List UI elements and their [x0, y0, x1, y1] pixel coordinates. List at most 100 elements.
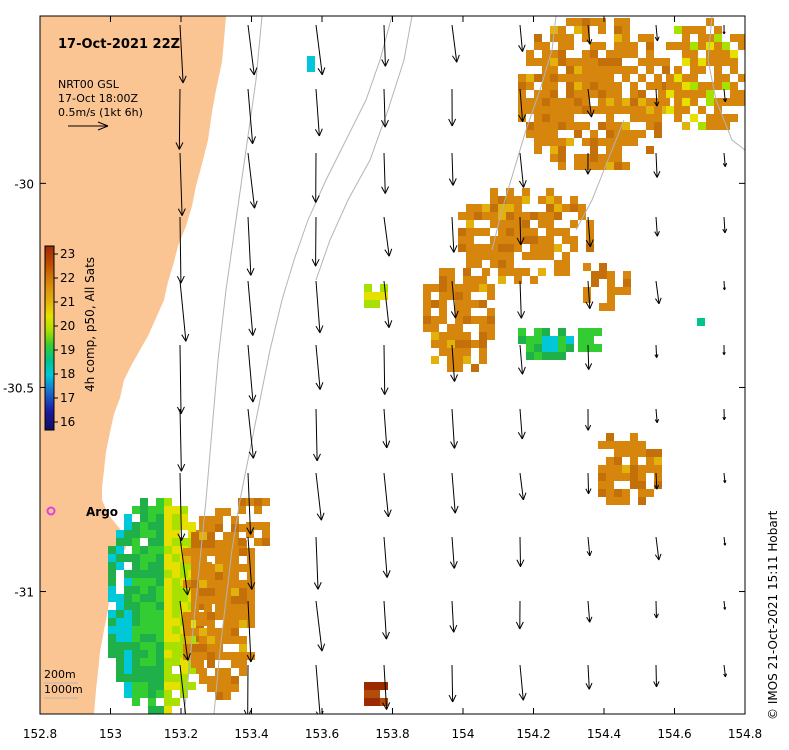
sst-pixel	[172, 698, 180, 706]
sst-pixel	[307, 56, 315, 64]
sst-pixel	[108, 618, 116, 626]
sst-pixel	[231, 652, 239, 660]
sst-pixel	[526, 122, 534, 130]
sst-pixel	[638, 441, 646, 449]
sst-pixel	[164, 554, 172, 562]
sst-pixel	[574, 18, 582, 26]
sst-pixel	[630, 106, 638, 114]
sst-pixel	[498, 276, 506, 284]
sst-pixel	[466, 220, 474, 228]
sst-pixel	[606, 481, 614, 489]
current-vector	[654, 536, 662, 561]
sst-pixel	[606, 465, 614, 473]
sst-pixel	[654, 473, 662, 481]
sst-pixel	[207, 652, 215, 660]
sst-pixel	[463, 340, 471, 348]
sst-pixel	[558, 106, 566, 114]
sst-pixel	[466, 236, 474, 244]
sst-pixel	[458, 228, 466, 236]
current-vector	[179, 664, 187, 714]
sst-pixel	[606, 82, 614, 90]
sst-pixel	[254, 498, 262, 506]
current-vector	[382, 664, 391, 710]
sst-pixel	[487, 308, 495, 316]
sst-pixel	[164, 690, 172, 698]
sst-pixel	[554, 204, 562, 212]
current-vector	[722, 344, 726, 356]
sst-pixel	[622, 50, 630, 58]
sst-pixel	[140, 562, 148, 570]
sst-pixel	[614, 18, 622, 26]
sst-pixel	[124, 618, 132, 626]
sst-pixel	[156, 554, 164, 562]
current-vector	[176, 344, 185, 415]
sst-pixel	[148, 546, 156, 554]
sst-pixel	[423, 308, 431, 316]
sst-pixel	[706, 82, 714, 90]
current-vector	[448, 664, 457, 703]
sst-pixel	[223, 596, 231, 604]
sst-pixel	[108, 634, 116, 642]
sst-pixel	[455, 348, 463, 356]
sst-pixel	[582, 122, 590, 130]
sst-pixel	[423, 292, 431, 300]
radar-info-line2: 17-Oct 18:00Z	[58, 92, 138, 105]
x-tick-label: 153.2	[164, 727, 198, 741]
sst-pixel	[630, 90, 638, 98]
sst-pixel	[164, 498, 172, 506]
sst-pixel	[550, 154, 558, 162]
sst-pixel	[690, 114, 698, 122]
sst-pixel	[690, 98, 698, 106]
current-vector	[655, 280, 662, 305]
current-vector	[585, 216, 594, 248]
sst-pixel	[706, 58, 714, 66]
sst-pixel	[447, 340, 455, 348]
sst-pixel	[654, 114, 662, 122]
sst-pixel	[607, 279, 615, 287]
sst-pixel	[140, 618, 148, 626]
sst-pixel	[607, 271, 615, 279]
sst-pixel	[638, 34, 646, 42]
sst-pixel	[183, 580, 191, 588]
sst-pixel	[550, 90, 558, 98]
current-vector	[450, 344, 459, 382]
current-vector	[723, 472, 727, 484]
y-tick-label: -31	[14, 586, 34, 600]
sst-pixel	[223, 628, 231, 636]
sst-pixel	[132, 562, 140, 570]
sst-pixel	[534, 138, 542, 146]
sst-pixel	[148, 602, 156, 610]
sst-pixel	[172, 586, 180, 594]
sst-pixel	[646, 106, 654, 114]
sst-pixel	[558, 50, 566, 58]
sst-pixel	[590, 90, 598, 98]
sst-pixel	[534, 122, 542, 130]
sst-pixel	[598, 66, 606, 74]
sst-pixel	[646, 489, 654, 497]
sst-pixel	[458, 212, 466, 220]
sst-pixel	[164, 682, 172, 690]
sst-pixel	[550, 130, 558, 138]
sst-pixel	[191, 572, 199, 580]
sst-pixel	[148, 618, 156, 626]
sst-pixel	[566, 58, 574, 66]
sst-pixel	[431, 284, 439, 292]
sst-pixel	[607, 295, 615, 303]
sst-pixel	[466, 204, 474, 212]
current-vector	[247, 24, 258, 76]
sst-pixel	[622, 441, 630, 449]
sst-pixel	[156, 562, 164, 570]
sst-pixel	[148, 706, 156, 714]
sst-pixel	[262, 498, 270, 506]
sst-pixel	[606, 138, 614, 146]
sst-pixel	[722, 74, 730, 82]
sst-pixel	[116, 666, 124, 674]
sst-pixel	[124, 650, 132, 658]
sst-pixel	[522, 252, 530, 260]
sst-pixel	[646, 449, 654, 457]
sst-pixel	[466, 260, 474, 268]
isobath-east-1	[491, 16, 557, 251]
sst-pixel	[554, 268, 562, 276]
sst-pixel	[706, 90, 714, 98]
sst-pixel	[534, 90, 542, 98]
